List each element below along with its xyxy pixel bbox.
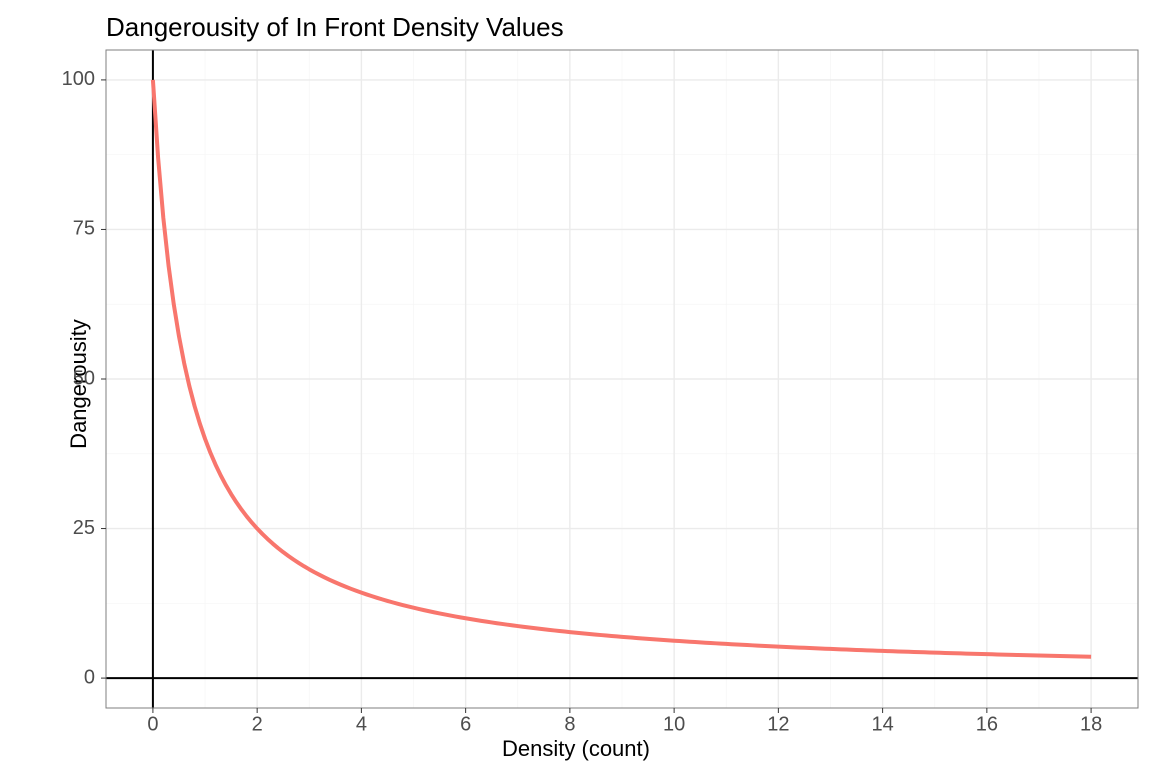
- x-tick-label: 0: [147, 714, 158, 736]
- x-tick-label: 8: [564, 714, 575, 736]
- x-tick-label: 4: [356, 714, 367, 736]
- y-tick-label: 0: [84, 666, 95, 688]
- x-tick-label: 10: [663, 714, 685, 736]
- x-tick-label: 12: [767, 714, 789, 736]
- y-tick-label: 50: [73, 367, 95, 389]
- x-tick-label: 14: [871, 714, 893, 736]
- y-tick-label: 25: [73, 517, 95, 539]
- y-tick-label: 75: [73, 218, 95, 240]
- plot-svg: 0 2 4 6 8 10 12 14 16 18 0 25 50 75 100: [0, 0, 1152, 768]
- x-tick-label: 16: [976, 714, 998, 736]
- chart-container: Dangerousity of In Front Density Values …: [0, 0, 1152, 768]
- x-tick-label: 18: [1080, 714, 1102, 736]
- x-tick-label: 6: [460, 714, 471, 736]
- y-tick-label: 100: [62, 68, 95, 90]
- x-tick-label: 2: [252, 714, 263, 736]
